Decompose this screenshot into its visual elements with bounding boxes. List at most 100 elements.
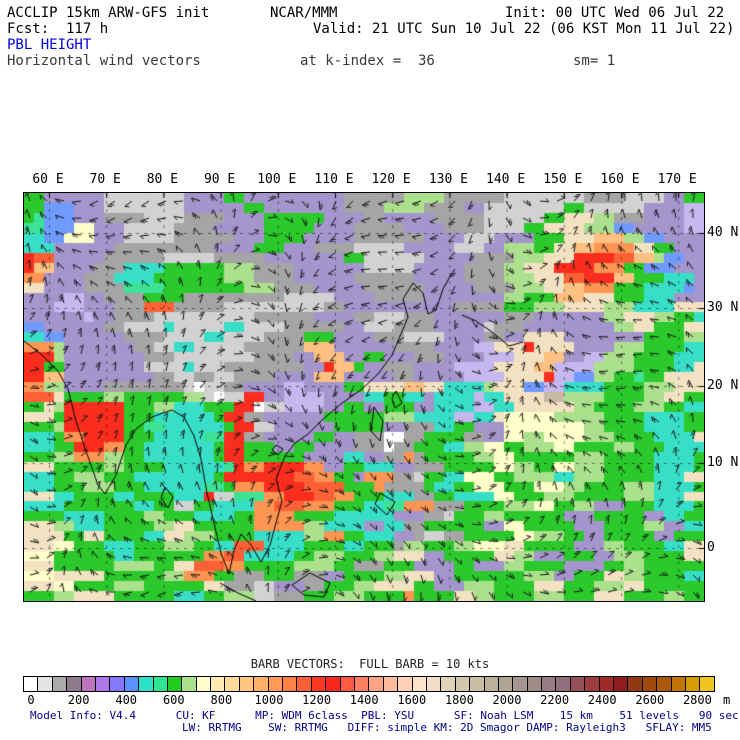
colorbar-cell xyxy=(110,677,125,691)
colorbar-cell xyxy=(470,677,485,691)
lat-tick-label: 40 N xyxy=(707,225,739,240)
colorbar-cell xyxy=(383,677,399,691)
colorbar-cell xyxy=(657,677,672,691)
colorbar-cell xyxy=(52,677,68,691)
colorbar-cell xyxy=(196,677,212,691)
model-title: ACCLIP 15km ARW-GFS init xyxy=(7,5,210,21)
colorbar-tick-label: 2600 xyxy=(635,693,665,707)
colorbar-cell xyxy=(81,677,96,691)
colorbar-cell xyxy=(268,677,284,691)
lon-tick-label: 80 E xyxy=(146,172,179,187)
colorbar-cell xyxy=(398,677,413,691)
field-name-label: PBL HEIGHT xyxy=(7,37,92,53)
smooth-label: sm= 1 xyxy=(573,53,616,69)
colorbar-cell xyxy=(642,677,658,691)
vector-type-label: Horizontal wind vectors xyxy=(7,53,201,69)
lon-tick-label: 90 E xyxy=(203,172,236,187)
org-label: NCAR/MMM xyxy=(270,5,338,21)
lon-tick-label: 150 E xyxy=(543,172,583,187)
colorbar-cell xyxy=(67,677,82,691)
colorbar-tick-label: 1000 xyxy=(254,693,284,707)
colorbar-cell xyxy=(556,677,571,691)
lon-tick-label: 110 E xyxy=(314,172,354,187)
colorbar-cell xyxy=(95,677,111,691)
lat-tick-label: 10 N xyxy=(707,455,739,470)
map-frame xyxy=(23,192,705,602)
lon-tick-label: 120 E xyxy=(371,172,411,187)
lat-tick-label: 20 N xyxy=(707,378,739,393)
colorbar-tick-label: 0 xyxy=(27,693,35,707)
colorbar-cell xyxy=(455,677,471,691)
colorbar-cell xyxy=(412,677,427,691)
colorbar-cell xyxy=(239,677,255,691)
lon-tick-label: 170 E xyxy=(657,172,697,187)
colorbar-cell xyxy=(297,677,312,691)
colorbar-cell xyxy=(167,677,183,691)
colorbar-cell xyxy=(38,677,53,691)
colorbar-tick-label: 2000 xyxy=(492,693,522,707)
colorbar-tick-label: 600 xyxy=(162,693,185,707)
lat-tick-label: 30 N xyxy=(707,300,739,315)
colorbar-cell xyxy=(685,677,701,691)
init-time-label: Init: 00 UTC Wed 06 Jul 22 xyxy=(505,5,725,21)
colorbar-tick-label: 2800 xyxy=(682,693,712,707)
colorbar-tick-label: 1600 xyxy=(397,693,427,707)
colorbar-tick-label: 2200 xyxy=(540,693,570,707)
model-config-line1: Model Info: V4.4 CU: KF MP: WDM 6class P… xyxy=(30,709,739,722)
colorbar-cell xyxy=(527,677,543,691)
lon-tick-label: 160 E xyxy=(600,172,640,187)
colorbar-cell xyxy=(570,677,586,691)
colorbar-cell xyxy=(513,677,528,691)
colorbar-cell xyxy=(671,677,686,691)
colorbar-unit-label: m xyxy=(723,693,731,707)
colorbar-cell xyxy=(24,677,39,691)
pbl-height-map-canvas xyxy=(24,193,704,601)
forecast-hour-label: Fcst: 117 h xyxy=(7,21,109,37)
colorbar-cell xyxy=(369,677,384,691)
valid-time-label: Valid: 21 UTC Sun 10 Jul 22 (06 KST Mon … xyxy=(313,21,735,37)
colorbar-cell xyxy=(498,677,514,691)
colorbar-labels: 0 200 400 600 800 1000 1200 1400 1600 1800 2000 220… xyxy=(23,693,740,707)
lon-tick-label: 60 E xyxy=(32,172,64,187)
colorbar-cell xyxy=(311,677,327,691)
colorbar-cell xyxy=(585,677,600,691)
colorbar-cell xyxy=(124,677,140,691)
lon-tick-label: 130 E xyxy=(428,172,468,187)
pbl-colorbar xyxy=(23,676,715,692)
colorbar-tick-label: 800 xyxy=(210,693,233,707)
colorbar-tick-label: 200 xyxy=(67,693,90,707)
colorbar-tick-label: 1800 xyxy=(444,693,474,707)
lon-tick-label: 100 E xyxy=(257,172,297,187)
colorbar-cell xyxy=(426,677,442,691)
colorbar-cell xyxy=(153,677,168,691)
longitude-axis: 60 E 70 E 80 E 90 E 100 E 110 E 120 E 130 E 140 … xyxy=(23,172,703,188)
colorbar-tick-label: 2400 xyxy=(587,693,617,707)
colorbar-cell xyxy=(139,677,154,691)
model-config-line2: LW: RRTMG SW: RRTMG DIFF: simple KM: 2D … xyxy=(182,721,712,734)
colorbar-cell xyxy=(326,677,341,691)
k-index-label: at k-index = 36 xyxy=(300,53,435,69)
colorbar-cell xyxy=(441,677,456,691)
colorbar-cell xyxy=(599,677,615,691)
barb-legend-text: BARB VECTORS: FULL BARB = 10 kts xyxy=(250,657,490,671)
lon-tick-label: 140 E xyxy=(486,172,526,187)
latitude-axis: 40 N 30 N 20 N 10 N 0 xyxy=(707,192,740,600)
colorbar-cell xyxy=(211,677,226,691)
colorbar-cell xyxy=(484,677,499,691)
colorbar-tick-label: 400 xyxy=(115,693,138,707)
colorbar-tick-label: 1200 xyxy=(302,693,332,707)
colorbar-cell xyxy=(614,677,629,691)
colorbar-cell xyxy=(628,677,643,691)
colorbar-cell xyxy=(225,677,240,691)
colorbar-cell xyxy=(340,677,355,691)
colorbar-cell xyxy=(700,677,714,691)
colorbar-cell xyxy=(254,677,269,691)
colorbar-cell xyxy=(283,677,298,691)
colorbar-tick-label: 1400 xyxy=(349,693,379,707)
colorbar-cell xyxy=(542,677,557,691)
colorbar-cell xyxy=(354,677,370,691)
lon-tick-label: 70 E xyxy=(89,172,121,187)
lat-tick-label: 0 xyxy=(707,540,715,555)
colorbar-cell xyxy=(182,677,197,691)
